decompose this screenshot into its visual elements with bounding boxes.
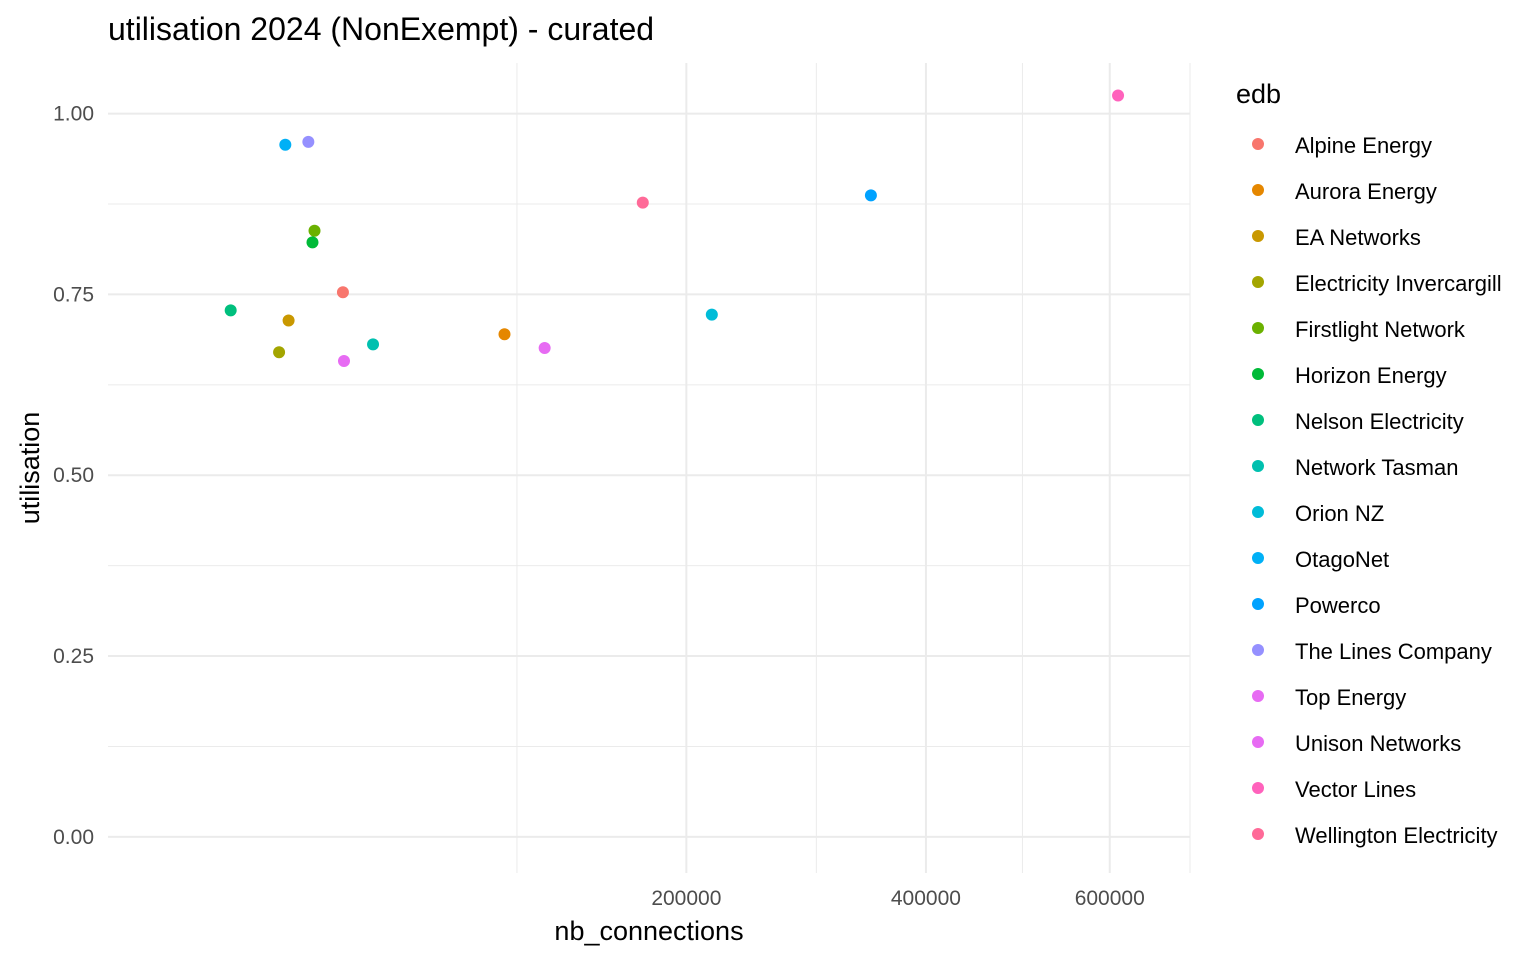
y-tick-label: 0.00 [53, 826, 94, 849]
legend-label: The Lines Company [1295, 639, 1492, 664]
data-point [498, 328, 511, 341]
chart-title: utilisation 2024 (NonExempt) - curated [108, 11, 654, 47]
data-point [302, 135, 315, 148]
legend-label: OtagoNet [1295, 547, 1389, 572]
data-point [336, 286, 349, 299]
data-point [636, 196, 649, 209]
legend-key [1252, 184, 1264, 196]
data-point [224, 304, 237, 317]
data-point [367, 338, 380, 351]
x-axis-ticks: 200000 400000 600000 [651, 887, 1144, 910]
legend-key [1252, 460, 1264, 472]
x-tick-label: 600000 [1075, 887, 1145, 910]
data-point [282, 314, 295, 327]
legend-key [1252, 506, 1264, 518]
data-point [538, 341, 551, 354]
legend-key [1252, 276, 1264, 288]
legend-label: Unison Networks [1295, 731, 1461, 756]
legend-key [1252, 552, 1264, 564]
data-point [308, 224, 321, 237]
data-point [337, 354, 350, 367]
legend-key [1252, 138, 1264, 150]
y-tick-label: 1.00 [53, 103, 94, 126]
legend-label: Nelson Electricity [1295, 409, 1464, 434]
legend-key [1252, 644, 1264, 656]
legend-label: Alpine Energy [1295, 133, 1432, 158]
legend-title: edb [1236, 79, 1281, 109]
data-point [864, 189, 877, 202]
legend-key [1252, 690, 1264, 702]
x-axis-title: nb_connections [554, 916, 743, 946]
legend-label: Vector Lines [1295, 777, 1416, 802]
y-tick-label: 0.25 [53, 645, 94, 668]
legend-key [1252, 230, 1264, 242]
legend-key [1252, 736, 1264, 748]
legend-key [1252, 322, 1264, 334]
legend-key [1252, 828, 1264, 840]
legend-label: Wellington Electricity [1295, 823, 1498, 848]
legend-label: Aurora Energy [1295, 179, 1437, 204]
y-axis-ticks: 0.00 0.25 0.50 0.75 1.00 [53, 103, 94, 849]
legend-key [1252, 782, 1264, 794]
y-tick-label: 0.75 [53, 283, 94, 306]
legend-key [1252, 368, 1264, 380]
legend: edb Alpine Energy Aurora Energy EA Network… [1236, 79, 1502, 848]
data-point [705, 308, 718, 321]
x-tick-label: 200000 [651, 887, 721, 910]
legend-label: Network Tasman [1295, 455, 1458, 480]
data-point [306, 236, 319, 249]
data-point [1112, 89, 1125, 102]
legend-label: Orion NZ [1295, 501, 1384, 526]
legend-label: Top Energy [1295, 685, 1406, 710]
legend-label: Firstlight Network [1295, 317, 1466, 342]
x-tick-label: 400000 [891, 887, 961, 910]
y-tick-label: 0.50 [53, 464, 94, 487]
legend-label: Electricity Invercargill [1295, 271, 1502, 296]
legend-label: EA Networks [1295, 225, 1421, 250]
data-point [273, 346, 286, 359]
data-point [279, 138, 292, 151]
grid-lines [108, 63, 1191, 873]
legend-key [1252, 414, 1264, 426]
legend-key [1252, 598, 1264, 610]
data-points [224, 89, 1125, 367]
legend-label: Powerco [1295, 593, 1381, 618]
legend-label: Horizon Energy [1295, 363, 1447, 388]
y-axis-title: utilisation [15, 412, 45, 525]
